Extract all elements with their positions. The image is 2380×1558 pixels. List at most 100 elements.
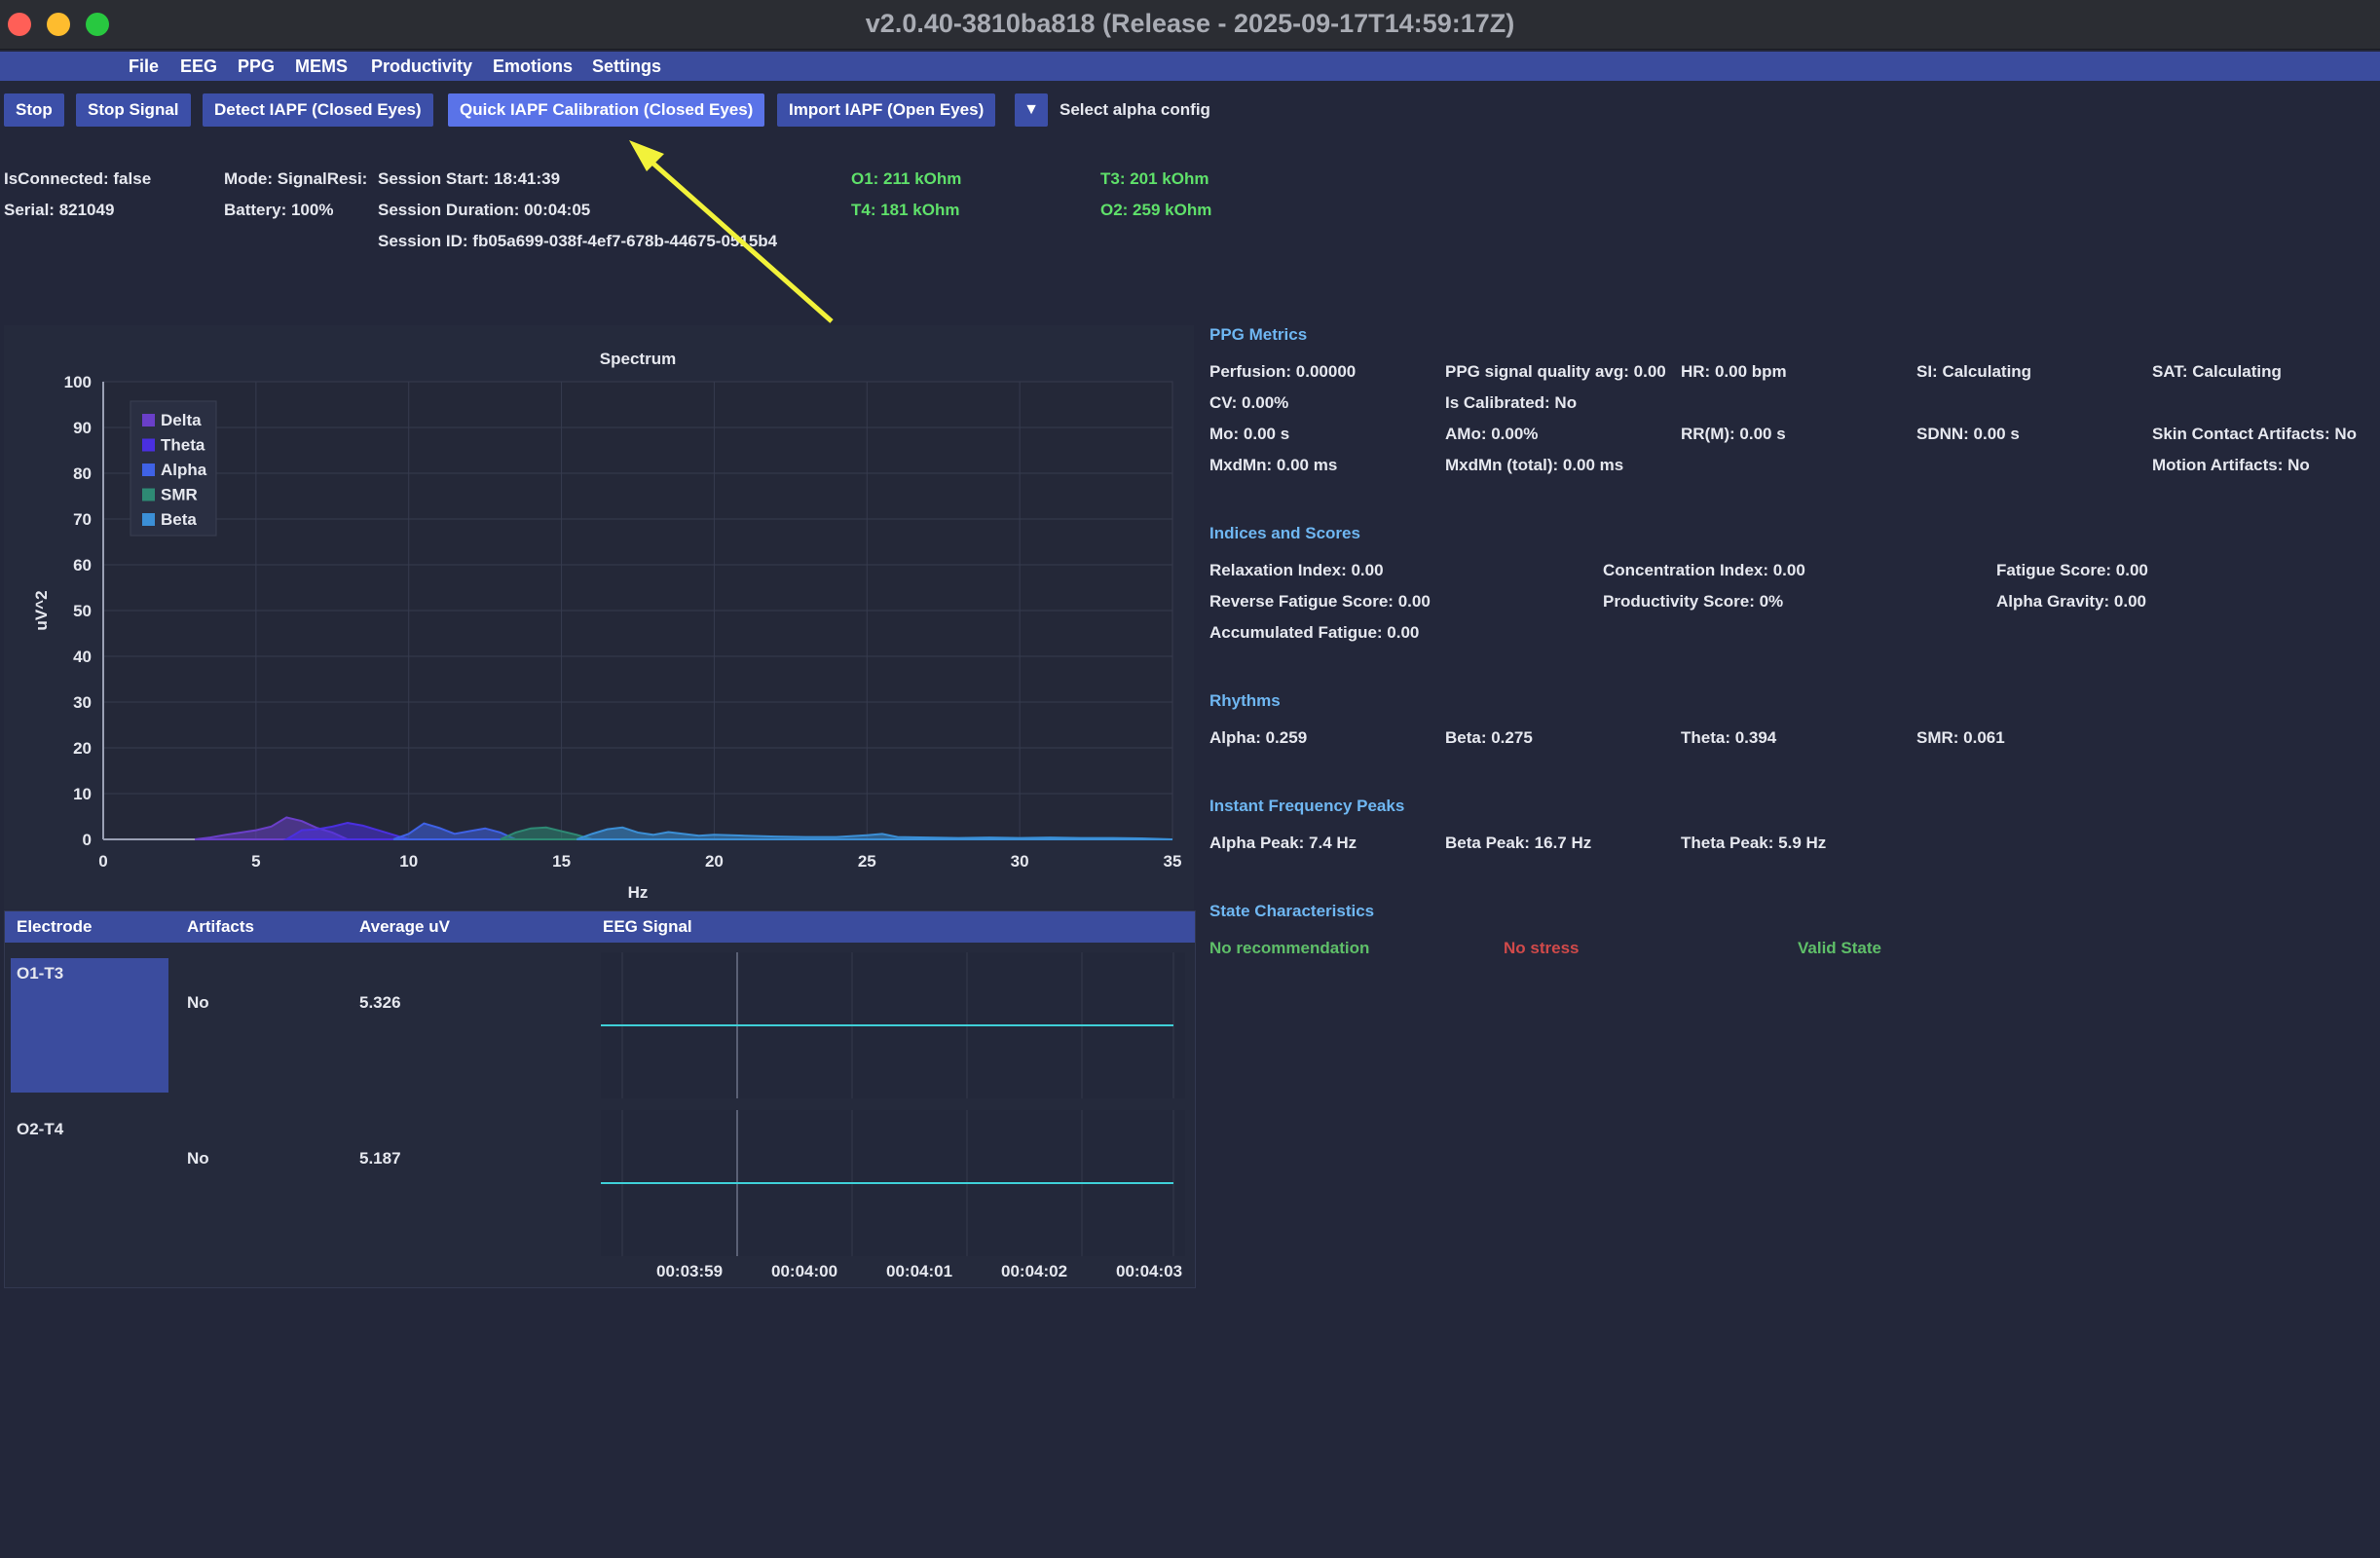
indices-title: Indices and Scores: [1209, 524, 1360, 542]
perfusion: Perfusion: 0.00000: [1209, 362, 1357, 381]
legend-swatch: [142, 438, 155, 452]
saturation: SAT: Calculating: [2152, 362, 2282, 381]
close-window-button[interactable]: [8, 13, 31, 36]
stress-index: SI: Calculating: [1916, 362, 2032, 381]
x-tick-label: 35: [1164, 852, 1182, 871]
y-tick-label: 0: [83, 831, 92, 849]
import-iapf-button[interactable]: Import IAPF (Open Eyes): [777, 93, 996, 127]
legend-label: SMR: [161, 486, 198, 504]
x-axis-label: Hz: [628, 883, 649, 902]
legend-label: Beta: [161, 510, 197, 529]
time-tick: 00:03:59: [656, 1262, 724, 1280]
electrode-name: O2-T4: [17, 1120, 64, 1138]
valid-state: Valid State: [1798, 939, 1881, 957]
concentration-index: Concentration Index: 0.00: [1603, 561, 1805, 579]
time-tick: 00:04:03: [1116, 1262, 1183, 1280]
motion-artifacts: Motion Artifacts: No: [2152, 456, 2310, 474]
alpha-gravity: Alpha Gravity: 0.00: [1996, 592, 2147, 611]
mxdmn: MxdMn: 0.00 ms: [1209, 456, 1338, 474]
spectrum-chart: 0 5 10 15 20 25 30 35 0 10 20 30 40 50 60 70 80 90 100 Spec…: [32, 350, 1182, 902]
battery-status: Battery: 100%: [224, 201, 334, 219]
rhythm-theta: Theta: 0.394: [1681, 728, 1777, 747]
legend-swatch: [142, 464, 155, 476]
x-tick-label: 20: [705, 852, 724, 871]
y-tick-label: 80: [73, 464, 92, 483]
mo: Mo: 0.00 s: [1209, 425, 1290, 443]
session-start: Session Start: 18:41:39: [378, 169, 561, 188]
detect-iapf-button[interactable]: Detect IAPF (Closed Eyes): [203, 93, 433, 127]
artifacts-value: No: [187, 1149, 209, 1168]
time-tick: 00:04:02: [1001, 1262, 1068, 1280]
accumulated-fatigue: Accumulated Fatigue: 0.00: [1209, 623, 1420, 642]
relaxation-index: Relaxation Index: 0.00: [1209, 561, 1384, 579]
legend-label: Theta: [161, 436, 205, 455]
rhythm-beta: Beta: 0.275: [1445, 728, 1533, 747]
eeg-signal-plot: [601, 1110, 1185, 1256]
x-tick-label: 10: [399, 852, 418, 871]
sdnn: SDNN: 0.00 s: [1916, 425, 2020, 443]
legend-label: Alpha: [161, 461, 207, 479]
x-tick-label: 0: [98, 852, 107, 871]
session-duration: Session Duration: 00:04:05: [378, 201, 591, 219]
y-tick-label: 100: [64, 373, 92, 391]
artifacts-value: No: [187, 993, 209, 1012]
menu-file[interactable]: File: [129, 56, 160, 76]
menu-emotions[interactable]: Emotions: [493, 56, 574, 76]
stop-button[interactable]: Stop: [4, 93, 64, 127]
impedance-o1: O1: 211 kOhm: [851, 169, 962, 188]
rhythm-smr: SMR: 0.061: [1916, 728, 2005, 747]
menu-mems[interactable]: MEMS: [295, 56, 348, 76]
select-alpha-config-label[interactable]: Select alpha config: [1060, 100, 1210, 119]
is-connected-status: IsConnected: false: [4, 169, 152, 188]
beta-peak: Beta Peak: 16.7 Hz: [1445, 834, 1592, 852]
metrics-panel: PPG Metrics Perfusion: 0.00000 PPG signa…: [1209, 321, 2378, 983]
y-tick-label: 50: [73, 602, 92, 620]
chart-title: Spectrum: [600, 350, 676, 368]
quick-iapf-calibration-button[interactable]: Quick IAPF Calibration (Closed Eyes): [448, 93, 765, 127]
y-tick-label: 20: [73, 739, 92, 758]
alpha-config-dropdown-icon[interactable]: ▼: [1015, 93, 1048, 127]
header-average-uv: Average uV: [359, 917, 450, 936]
electrode-name: O1-T3: [17, 964, 64, 983]
stop-signal-button[interactable]: Stop Signal: [76, 93, 191, 127]
table-header: Electrode Artifacts Average uV EEG Signa…: [5, 911, 1195, 943]
menu-eeg[interactable]: EEG: [180, 56, 218, 76]
menu-ppg[interactable]: PPG: [238, 56, 276, 76]
y-tick-label: 90: [73, 419, 92, 437]
spectrum-chart-panel: 0 5 10 15 20 25 30 35 0 10 20 30 40 50 60 70 80 90 100 Spec…: [4, 325, 1194, 909]
stress-state: No stress: [1504, 939, 1580, 957]
legend-swatch: [142, 414, 155, 427]
heart-rate: HR: 0.00 bpm: [1681, 362, 1787, 381]
time-tick: 00:04:00: [771, 1262, 838, 1280]
header-artifacts: Artifacts: [187, 917, 254, 936]
impedance-o2: O2: 259 kOhm: [1100, 201, 1212, 219]
electrode-cell-selected[interactable]: [11, 958, 168, 1093]
impedance-t3: T3: 201 kOhm: [1100, 169, 1209, 188]
mode-status: Mode: SignalResi:: [224, 169, 366, 188]
series-area-beta: [576, 826, 1173, 840]
cv: CV: 0.00%: [1209, 393, 1289, 412]
recommendation-state: No recommendation: [1209, 939, 1370, 957]
header-eeg-signal: EEG Signal: [603, 917, 692, 936]
is-calibrated: Is Calibrated: No: [1445, 393, 1578, 412]
y-tick-label: 10: [73, 785, 92, 803]
y-tick-label: 60: [73, 556, 92, 575]
table-row[interactable]: O1-T3 No 5.326: [5, 948, 1195, 1104]
menu-settings[interactable]: Settings: [592, 56, 662, 76]
electrode-table: Electrode Artifacts Average uV EEG Signa…: [4, 910, 1196, 1288]
x-tick-label: 25: [858, 852, 876, 871]
fatigue-score: Fatigue Score: 0.00: [1996, 561, 2148, 579]
alpha-peak: Alpha Peak: 7.4 Hz: [1209, 834, 1357, 852]
reverse-fatigue-score: Reverse Fatigue Score: 0.00: [1209, 592, 1431, 611]
y-tick-label: 30: [73, 693, 92, 712]
skin-contact-artifacts: Skin Contact Artifacts: No: [2152, 425, 2358, 443]
maximize-window-button[interactable]: [86, 13, 109, 36]
window-titlebar: v2.0.40-3810ba818 (Release - 2025-09-17T…: [0, 0, 2380, 50]
ppg-metrics-title: PPG Metrics: [1209, 325, 1308, 344]
table-row[interactable]: O2-T4 No 5.187: [5, 1106, 1195, 1262]
serial-number: Serial: 821049: [4, 201, 115, 219]
impedance-t4: T4: 181 kOhm: [851, 201, 960, 219]
legend-swatch: [142, 513, 155, 526]
menu-productivity[interactable]: Productivity: [371, 56, 473, 76]
minimize-window-button[interactable]: [47, 13, 70, 36]
